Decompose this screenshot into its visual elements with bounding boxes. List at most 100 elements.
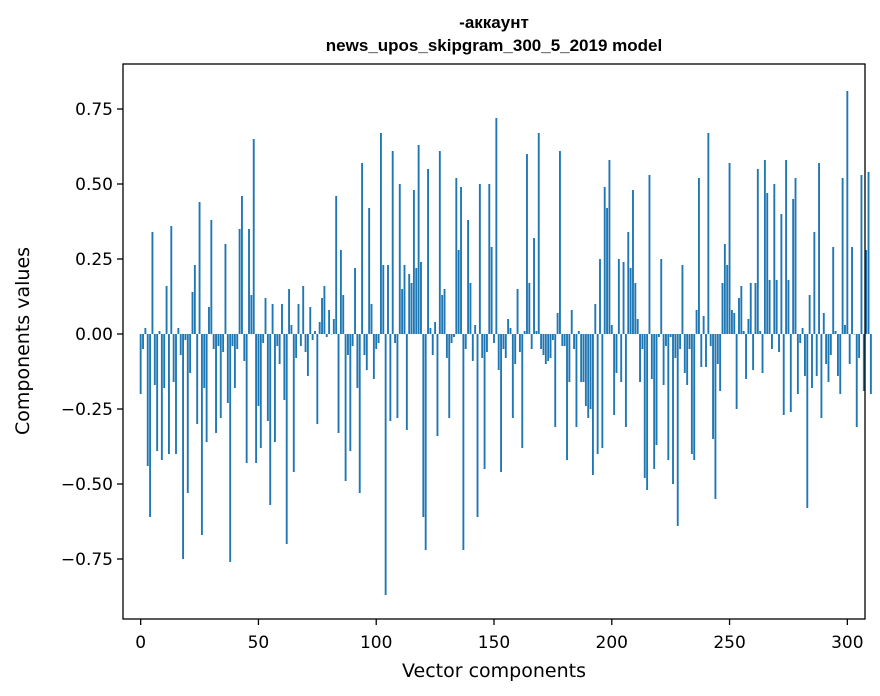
bar bbox=[271, 304, 274, 334]
bar bbox=[688, 334, 691, 349]
bar bbox=[622, 262, 625, 334]
bar bbox=[401, 289, 404, 334]
bar bbox=[860, 175, 863, 334]
bar bbox=[533, 238, 535, 334]
bar bbox=[832, 247, 835, 334]
bar bbox=[450, 334, 453, 343]
bar bbox=[445, 334, 448, 358]
bar bbox=[648, 175, 651, 334]
bar bbox=[186, 334, 189, 493]
bar bbox=[434, 322, 437, 334]
bar bbox=[594, 304, 597, 334]
bar bbox=[467, 220, 470, 334]
y-tick-label: −0.50 bbox=[61, 475, 113, 495]
bar bbox=[231, 334, 234, 346]
bar bbox=[636, 319, 639, 334]
bar bbox=[665, 334, 667, 346]
bar bbox=[351, 334, 354, 346]
bar bbox=[156, 334, 159, 451]
bar bbox=[405, 334, 408, 430]
bar bbox=[233, 334, 236, 388]
bar bbox=[238, 229, 241, 334]
bar bbox=[420, 262, 422, 334]
bar bbox=[278, 334, 281, 364]
bars-group bbox=[139, 91, 872, 595]
bar bbox=[672, 334, 674, 484]
bar bbox=[528, 283, 531, 334]
bar bbox=[370, 304, 373, 334]
bar bbox=[453, 334, 455, 337]
bar bbox=[580, 334, 583, 382]
bar bbox=[540, 334, 543, 349]
bar bbox=[427, 169, 429, 334]
bar bbox=[563, 334, 566, 346]
chart-title: -аккаунт bbox=[459, 13, 529, 32]
bar bbox=[657, 334, 660, 337]
bar bbox=[643, 334, 646, 478]
bar bbox=[408, 274, 411, 334]
bar bbox=[158, 331, 161, 334]
bar bbox=[697, 178, 700, 334]
bar bbox=[500, 334, 502, 472]
bar bbox=[749, 283, 752, 334]
bar bbox=[493, 334, 495, 343]
bar bbox=[476, 334, 479, 517]
bar bbox=[318, 322, 321, 334]
bar bbox=[709, 334, 712, 346]
bar bbox=[554, 334, 557, 427]
x-axis-label: Vector components bbox=[402, 660, 586, 682]
bar bbox=[632, 190, 634, 334]
bar bbox=[535, 331, 538, 334]
bar bbox=[356, 334, 359, 388]
bar bbox=[556, 313, 559, 334]
bar bbox=[389, 334, 392, 421]
bar bbox=[723, 244, 726, 334]
bar bbox=[276, 334, 279, 346]
bar bbox=[516, 289, 519, 334]
bar bbox=[686, 334, 689, 385]
bar bbox=[398, 184, 401, 334]
bar bbox=[577, 331, 580, 334]
bar bbox=[285, 334, 288, 544]
bar bbox=[683, 334, 686, 373]
bar bbox=[773, 184, 776, 334]
bar bbox=[858, 334, 861, 358]
bar bbox=[335, 196, 338, 334]
bar bbox=[617, 259, 620, 334]
bar bbox=[589, 334, 592, 409]
bar bbox=[662, 334, 665, 385]
bar bbox=[822, 313, 825, 334]
bar bbox=[469, 283, 472, 334]
bar bbox=[245, 334, 248, 463]
bar bbox=[273, 334, 276, 442]
bar bbox=[248, 229, 250, 334]
bar bbox=[511, 334, 514, 418]
bar bbox=[796, 334, 799, 394]
bar bbox=[344, 334, 347, 481]
bar bbox=[844, 325, 846, 334]
bar bbox=[415, 268, 418, 334]
bar bbox=[582, 334, 585, 382]
bar bbox=[306, 334, 309, 376]
bar bbox=[634, 283, 637, 334]
bar bbox=[424, 334, 427, 550]
bar bbox=[771, 334, 773, 349]
bar bbox=[862, 334, 865, 391]
bar bbox=[714, 334, 717, 499]
bar bbox=[639, 334, 641, 382]
bar bbox=[591, 334, 594, 475]
bar bbox=[382, 265, 385, 334]
x-tick-label: 150 bbox=[478, 633, 510, 653]
bar bbox=[349, 334, 352, 451]
bar bbox=[674, 334, 677, 358]
bar bbox=[358, 334, 361, 493]
bar bbox=[328, 310, 331, 334]
bar bbox=[208, 307, 210, 334]
bar bbox=[596, 334, 599, 454]
bar bbox=[518, 334, 521, 352]
chart-subtitle: news_upos_skipgram_300_5_2019 model bbox=[326, 36, 662, 55]
bar bbox=[855, 334, 858, 427]
bar bbox=[205, 334, 208, 442]
bar bbox=[222, 334, 225, 352]
bar bbox=[462, 334, 465, 550]
